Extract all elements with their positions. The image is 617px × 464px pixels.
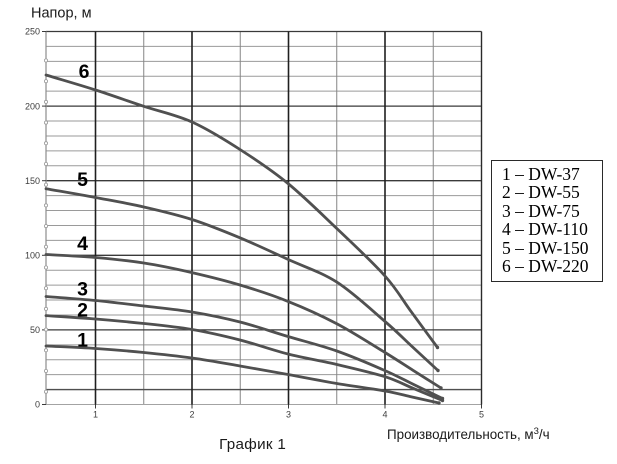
svg-text:5: 5	[77, 169, 88, 191]
svg-text:100: 100	[25, 251, 40, 261]
svg-text:4: 4	[382, 410, 387, 420]
svg-text:Напор, м: Напор, м	[31, 6, 92, 22]
svg-text:6: 6	[79, 61, 90, 83]
svg-text:1: 1	[93, 410, 98, 420]
svg-text:0: 0	[35, 400, 40, 410]
svg-text:5: 5	[479, 410, 484, 420]
svg-text:График 1: График 1	[219, 436, 286, 453]
svg-text:3: 3	[77, 279, 88, 301]
svg-text:1: 1	[77, 330, 88, 352]
svg-text:4: 4	[77, 233, 88, 255]
svg-text:3: 3	[286, 410, 291, 420]
svg-text:250: 250	[25, 27, 40, 37]
svg-text:Производительность, м3/ч: Производительность, м3/ч	[387, 426, 550, 442]
svg-text:200: 200	[25, 101, 40, 111]
svg-text:150: 150	[25, 176, 40, 186]
svg-text:2: 2	[77, 300, 88, 322]
svg-text:2: 2	[189, 410, 194, 420]
svg-text:50: 50	[30, 325, 40, 335]
